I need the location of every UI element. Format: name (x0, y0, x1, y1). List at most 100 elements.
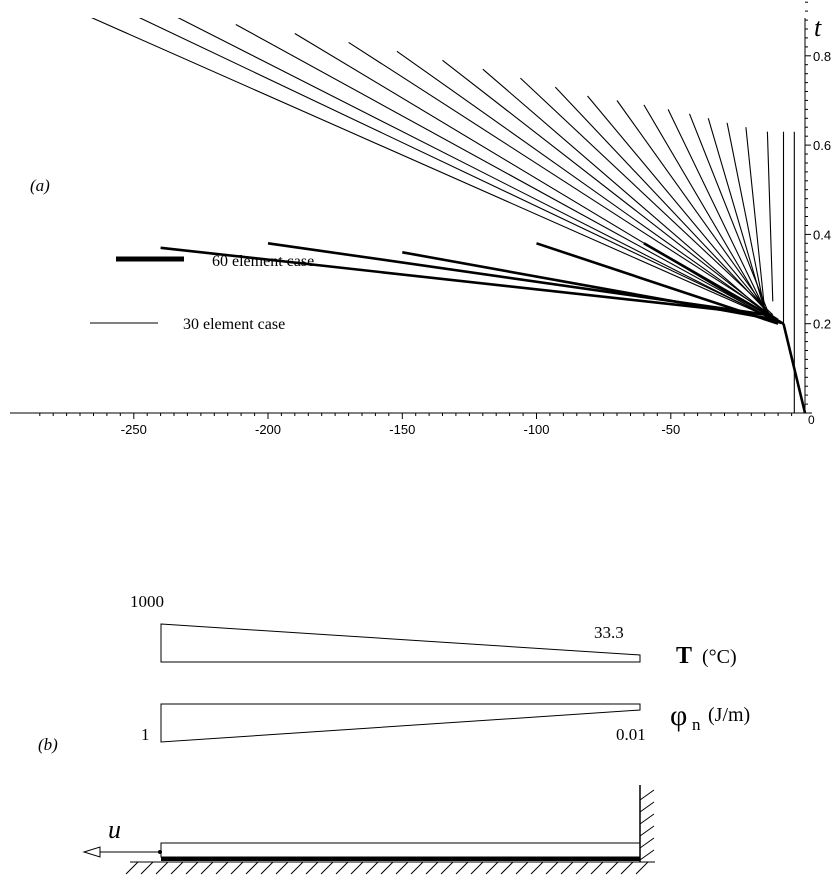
displacement-label: u (108, 815, 121, 844)
axes (10, 1, 812, 419)
characteristic-line-s1-18 (745, 127, 766, 311)
ground-hatch-line (305, 861, 319, 875)
fluence-left-value: 1 (141, 725, 150, 744)
characteristic-line-s1-7 (442, 59, 776, 320)
ground-hatch-line (200, 861, 214, 875)
ground-hatch-line (170, 861, 184, 875)
y-tick-labels: 0.2 0.4 0.6 0.8 (813, 49, 831, 332)
temperature-label-symbol: T (676, 643, 692, 669)
ground-hatch-line (395, 861, 409, 875)
characteristic-line-s1-10 (554, 86, 771, 316)
temperature-profile (160, 623, 641, 663)
characteristic-line-s1-16 (707, 118, 766, 311)
ground-hatch-line (590, 861, 604, 875)
x-tick-label: -100 (523, 422, 549, 437)
characteristic-line-s1-15 (688, 113, 768, 311)
legend-label-30: 30 element case (183, 316, 285, 333)
ground-hatch-line (320, 861, 334, 875)
beam-base-layer (161, 857, 640, 861)
characteristic-line-s1-8 (482, 68, 774, 320)
panel-a-chart: -250 -200 -150 -100 -50 0.2 0.4 0.6 0.8 0 t (a)… (10, 1, 831, 437)
ground-hatch-line (515, 861, 529, 875)
ground-hatch-line (560, 861, 574, 875)
characteristic-line-s1-5 (348, 41, 779, 320)
panel-b-diagram: 1000 33.3 T (°C) 1 0.01 φ n (J/m) (b) u (38, 592, 750, 875)
ground-hatch-line (500, 861, 514, 875)
characteristic-line-s1-1 (138, 18, 784, 325)
ground-hatch-line (575, 861, 589, 875)
x-tick-label: -200 (255, 422, 281, 437)
y-tick-label: 0.8 (813, 49, 831, 64)
ground-hatch-line (335, 861, 349, 875)
x-tick-labels: -250 -200 -150 -100 -50 (121, 422, 680, 437)
origin-label: 0 (808, 413, 815, 427)
ground-hatch-line (140, 861, 154, 875)
ground-hatch-line (470, 861, 484, 875)
characteristic-line-s1-14 (667, 109, 768, 316)
displacement-point (158, 850, 162, 854)
x-tick-label: -50 (661, 422, 680, 437)
ground-hatch-line (530, 861, 544, 875)
legend-label-60: 60 element case (212, 253, 314, 270)
ground-hatch-line (365, 861, 379, 875)
characteristic-line-s1-17 (726, 122, 766, 311)
temperature-right-value: 33.3 (594, 623, 624, 642)
characteristic-line-s1-2 (177, 18, 782, 325)
ground-hatch-line (215, 861, 229, 875)
y-tick-label: 0.2 (813, 317, 831, 332)
temperature-left-value: 1000 (130, 592, 164, 611)
wall-hatching (639, 789, 655, 861)
fluence-label-symbol: φ (670, 699, 687, 732)
ground-hatch-line (410, 861, 424, 875)
panel-a-label: (a) (30, 176, 50, 195)
y-tick-label: 0.6 (813, 138, 831, 153)
y-tick-label: 0.4 (813, 227, 831, 242)
characteristic-line-s1-6 (396, 50, 776, 320)
ground-hatch-line (380, 861, 394, 875)
ground-hatch-line (620, 861, 634, 875)
x-tick-label: -250 (121, 422, 147, 437)
fluence-right-value: 0.01 (616, 725, 646, 744)
characteristic-line-s0-3 (267, 242, 768, 317)
displacement-arrow-head (82, 846, 101, 858)
wall-hatch-line (639, 825, 655, 837)
y-axis-label: t (814, 13, 822, 42)
ground-hatch-line (545, 861, 559, 875)
characteristic-line-s1-12 (616, 100, 771, 316)
ground-hatch-line (155, 861, 169, 875)
characteristic-line-s1-11 (587, 95, 771, 316)
ground-hatch-line (275, 861, 289, 875)
fluence-label-subscript: n (692, 715, 701, 734)
ground-hatch-line (635, 861, 649, 875)
characteristic-line-s1-4 (294, 33, 779, 325)
temperature-label-unit: (°C) (702, 646, 737, 668)
x-tick-label: -150 (389, 422, 415, 437)
ground-hatch-line (185, 861, 199, 875)
beam (160, 842, 641, 858)
ground-hatch-line (440, 861, 454, 875)
wall-hatch-line (639, 813, 655, 825)
characteristic-lines (91, 18, 807, 414)
ground-hatch-line (485, 861, 499, 875)
characteristic-line-s1-3 (235, 24, 782, 325)
panel-b-label: (b) (38, 735, 58, 754)
ground-hatch-line (350, 861, 364, 875)
legend: 60 element case 30 element case (90, 253, 314, 333)
characteristic-line-s0-4 (160, 246, 768, 317)
characteristic-line-s1-0 (91, 18, 784, 325)
wall-hatch-line (639, 849, 655, 861)
ground-hatch-line (230, 861, 244, 875)
ground-hatch-line (245, 861, 259, 875)
ground-hatch-line (455, 861, 469, 875)
ground-hatching (125, 861, 649, 875)
ground-hatch-line (290, 861, 304, 875)
ground-hatch-line (425, 861, 439, 875)
characteristic-line-s1-19 (766, 131, 774, 302)
wall-hatch-line (639, 789, 655, 801)
characteristic-line-s1-13 (643, 104, 768, 316)
fluence-profile (160, 703, 641, 743)
characteristic-tail-s1 (782, 323, 806, 414)
characteristic-line-s1-9 (520, 77, 774, 316)
